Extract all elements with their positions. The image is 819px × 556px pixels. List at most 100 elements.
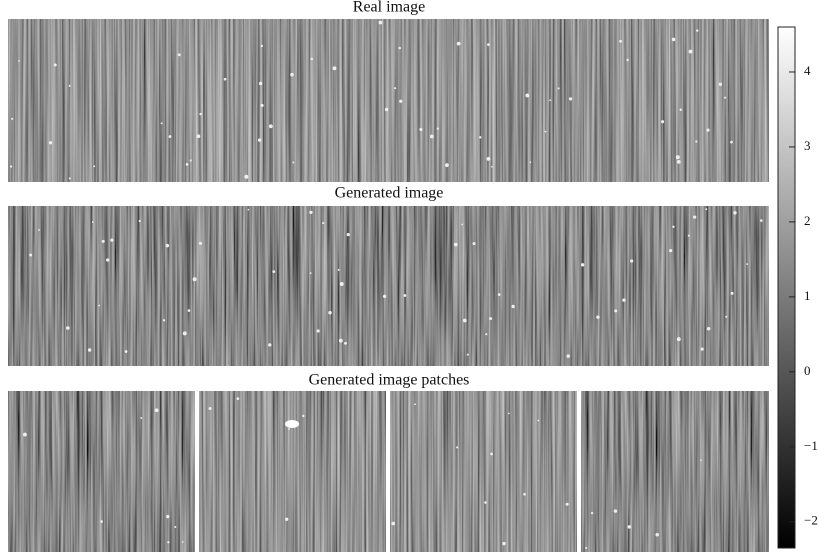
star xyxy=(693,215,696,218)
star xyxy=(419,128,422,131)
star xyxy=(479,136,481,138)
star xyxy=(445,163,449,167)
star xyxy=(188,309,191,312)
star xyxy=(183,331,187,335)
star xyxy=(569,97,572,100)
star xyxy=(93,165,95,167)
star xyxy=(166,244,170,248)
star xyxy=(333,66,337,70)
star xyxy=(677,160,681,164)
star xyxy=(10,165,12,167)
star xyxy=(161,122,163,124)
star xyxy=(69,177,71,179)
star xyxy=(391,522,395,526)
star xyxy=(169,135,172,138)
panel-title: Generated image xyxy=(335,185,444,202)
star xyxy=(622,298,625,301)
star xyxy=(473,242,476,245)
star xyxy=(174,526,176,528)
star xyxy=(399,100,402,103)
star xyxy=(261,104,264,107)
star xyxy=(140,417,142,419)
star xyxy=(672,38,676,42)
star xyxy=(316,329,319,332)
star xyxy=(463,319,467,323)
star xyxy=(705,208,707,210)
star xyxy=(437,128,439,130)
star xyxy=(596,316,599,319)
star xyxy=(199,242,202,245)
star xyxy=(398,47,401,50)
star xyxy=(182,541,184,543)
star xyxy=(545,131,547,133)
star xyxy=(186,163,189,166)
star xyxy=(730,141,733,144)
star xyxy=(259,82,263,86)
star xyxy=(98,305,100,307)
star xyxy=(166,515,169,518)
star xyxy=(302,415,304,417)
colorbar-tick-label: 2 xyxy=(804,213,811,228)
colorbar-tick-label: −1 xyxy=(804,438,818,453)
star xyxy=(567,354,570,357)
generated-image xyxy=(8,206,769,366)
star xyxy=(760,219,763,222)
star xyxy=(614,509,617,512)
star xyxy=(525,94,529,98)
star xyxy=(669,249,672,252)
star xyxy=(454,243,458,247)
star xyxy=(54,63,57,66)
colorbar-tick-label: −2 xyxy=(804,513,818,528)
star xyxy=(467,354,469,356)
star xyxy=(193,277,197,281)
star xyxy=(731,292,734,295)
star xyxy=(310,58,313,61)
star xyxy=(258,138,261,141)
star xyxy=(394,87,396,89)
star xyxy=(290,73,294,77)
star xyxy=(237,397,240,400)
star xyxy=(344,342,347,345)
star xyxy=(523,493,526,496)
panel-title: Real image xyxy=(353,0,425,16)
star xyxy=(619,40,622,43)
star xyxy=(403,294,406,297)
star xyxy=(190,159,192,161)
star xyxy=(430,135,434,139)
star xyxy=(29,254,32,257)
colorbar-tick-label: 3 xyxy=(804,138,811,153)
star xyxy=(489,317,492,320)
star xyxy=(125,350,128,353)
star xyxy=(178,53,181,56)
colorbar-tick-label: 0 xyxy=(804,363,811,378)
star xyxy=(626,59,628,61)
star xyxy=(549,99,551,101)
star xyxy=(733,211,736,214)
star xyxy=(197,134,201,138)
star xyxy=(628,525,632,529)
star xyxy=(244,175,248,179)
real-image xyxy=(8,19,769,182)
star xyxy=(511,305,514,308)
star xyxy=(696,29,698,31)
star xyxy=(557,87,559,89)
star xyxy=(688,235,690,237)
star xyxy=(66,326,70,330)
star xyxy=(591,512,593,514)
star xyxy=(23,433,27,437)
star xyxy=(139,220,141,222)
star xyxy=(581,263,584,266)
star xyxy=(310,272,312,274)
star xyxy=(487,157,491,161)
star xyxy=(508,413,510,415)
star xyxy=(677,337,681,341)
star xyxy=(338,269,340,271)
star xyxy=(340,282,344,286)
star xyxy=(100,520,103,523)
star xyxy=(484,501,487,504)
star xyxy=(383,295,386,298)
star xyxy=(695,140,697,142)
patch xyxy=(8,391,195,552)
star xyxy=(110,239,113,242)
star xyxy=(339,339,343,343)
